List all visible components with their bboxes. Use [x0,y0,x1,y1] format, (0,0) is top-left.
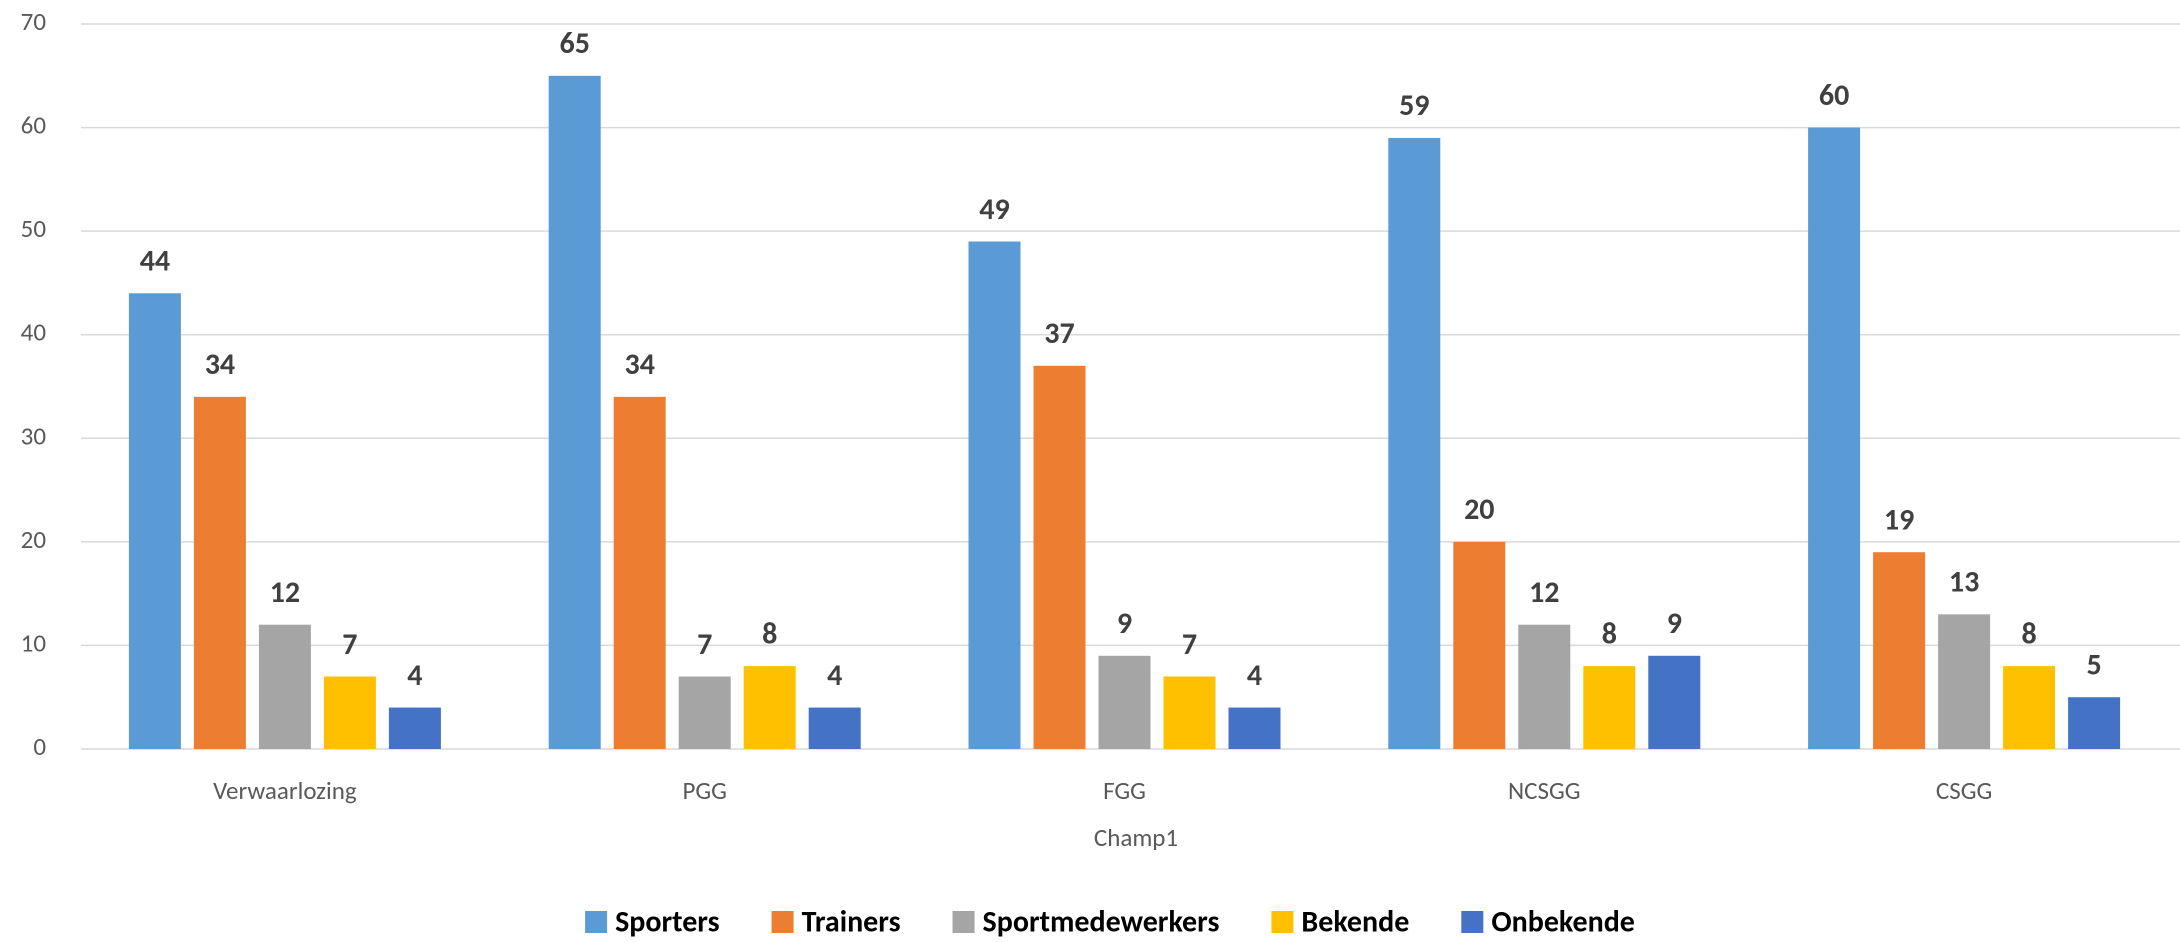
data-label: 19 [1884,501,1914,538]
bar [2068,697,2121,749]
data-label: 65 [559,25,589,62]
y-tick-label: 20 [21,524,47,555]
data-label: 34 [624,346,654,383]
x-tick-label: FGG [1103,775,1146,806]
data-label: 7 [1182,626,1197,663]
data-label: 8 [2021,615,2036,652]
bar [743,666,796,749]
data-label: 34 [205,346,235,383]
legend-swatch [1461,911,1484,933]
bar [388,707,441,749]
bar [1583,666,1636,749]
data-label: 44 [140,243,170,280]
data-label: 37 [1044,315,1074,352]
bar [1873,552,1926,749]
legend-label: Trainers [802,903,901,940]
y-tick-label: 10 [21,627,47,658]
bar [1228,707,1281,749]
bar [1033,365,1086,749]
legend-swatch [1271,911,1294,933]
y-tick-label: 60 [21,110,47,141]
bar [1808,127,1861,750]
bar [128,293,181,749]
data-label: 49 [979,191,1009,228]
data-label: 20 [1464,491,1494,528]
x-axis-title: Champ1 [1094,822,1178,853]
legend-label: Bekende [1301,903,1409,940]
data-label: 9 [1117,605,1132,642]
bar [613,396,666,749]
y-tick-label: 0 [33,731,46,762]
data-label: 4 [407,657,422,694]
y-tick-label: 30 [21,420,47,451]
bar [2003,666,2056,749]
data-label: 4 [1247,657,1262,694]
data-label: 7 [342,626,357,663]
bar [258,624,311,749]
x-tick-label: Verwaarlozing [213,775,357,806]
data-label: 13 [1949,564,1979,601]
data-label: 7 [697,626,712,663]
bar [1163,676,1216,749]
legend-label: Sporters [615,903,720,940]
legend-swatch [585,911,608,933]
bar [808,707,861,749]
data-label: 12 [270,574,300,611]
x-tick-label: CSGG [1936,775,1992,806]
bar [1098,655,1151,749]
bar [1453,541,1506,749]
bar [323,676,376,749]
legend-swatch [771,911,794,933]
x-tick-label: PGG [682,775,726,806]
bar [1938,614,1991,749]
y-tick-label: 40 [21,317,47,348]
data-label: 4 [827,657,842,694]
data-label: 59 [1399,87,1429,124]
data-label: 5 [2086,646,2101,683]
legend-swatch [952,911,975,933]
y-tick-label: 70 [21,6,47,37]
bar [1648,655,1701,749]
bar [193,396,246,749]
bar [678,676,731,749]
bar [1518,624,1571,749]
y-tick-label: 50 [21,213,47,244]
data-label: 60 [1819,77,1849,114]
legend-label: Onbekende [1491,903,1635,940]
x-tick-label: NCSGG [1508,775,1581,806]
bar [968,241,1021,749]
data-label: 12 [1529,574,1559,611]
data-label: 8 [762,615,777,652]
bar [548,75,601,750]
bar [1388,137,1441,749]
legend-label: Sportmedewerkers [983,903,1220,940]
data-label: 8 [1602,615,1617,652]
data-label: 9 [1667,605,1682,642]
